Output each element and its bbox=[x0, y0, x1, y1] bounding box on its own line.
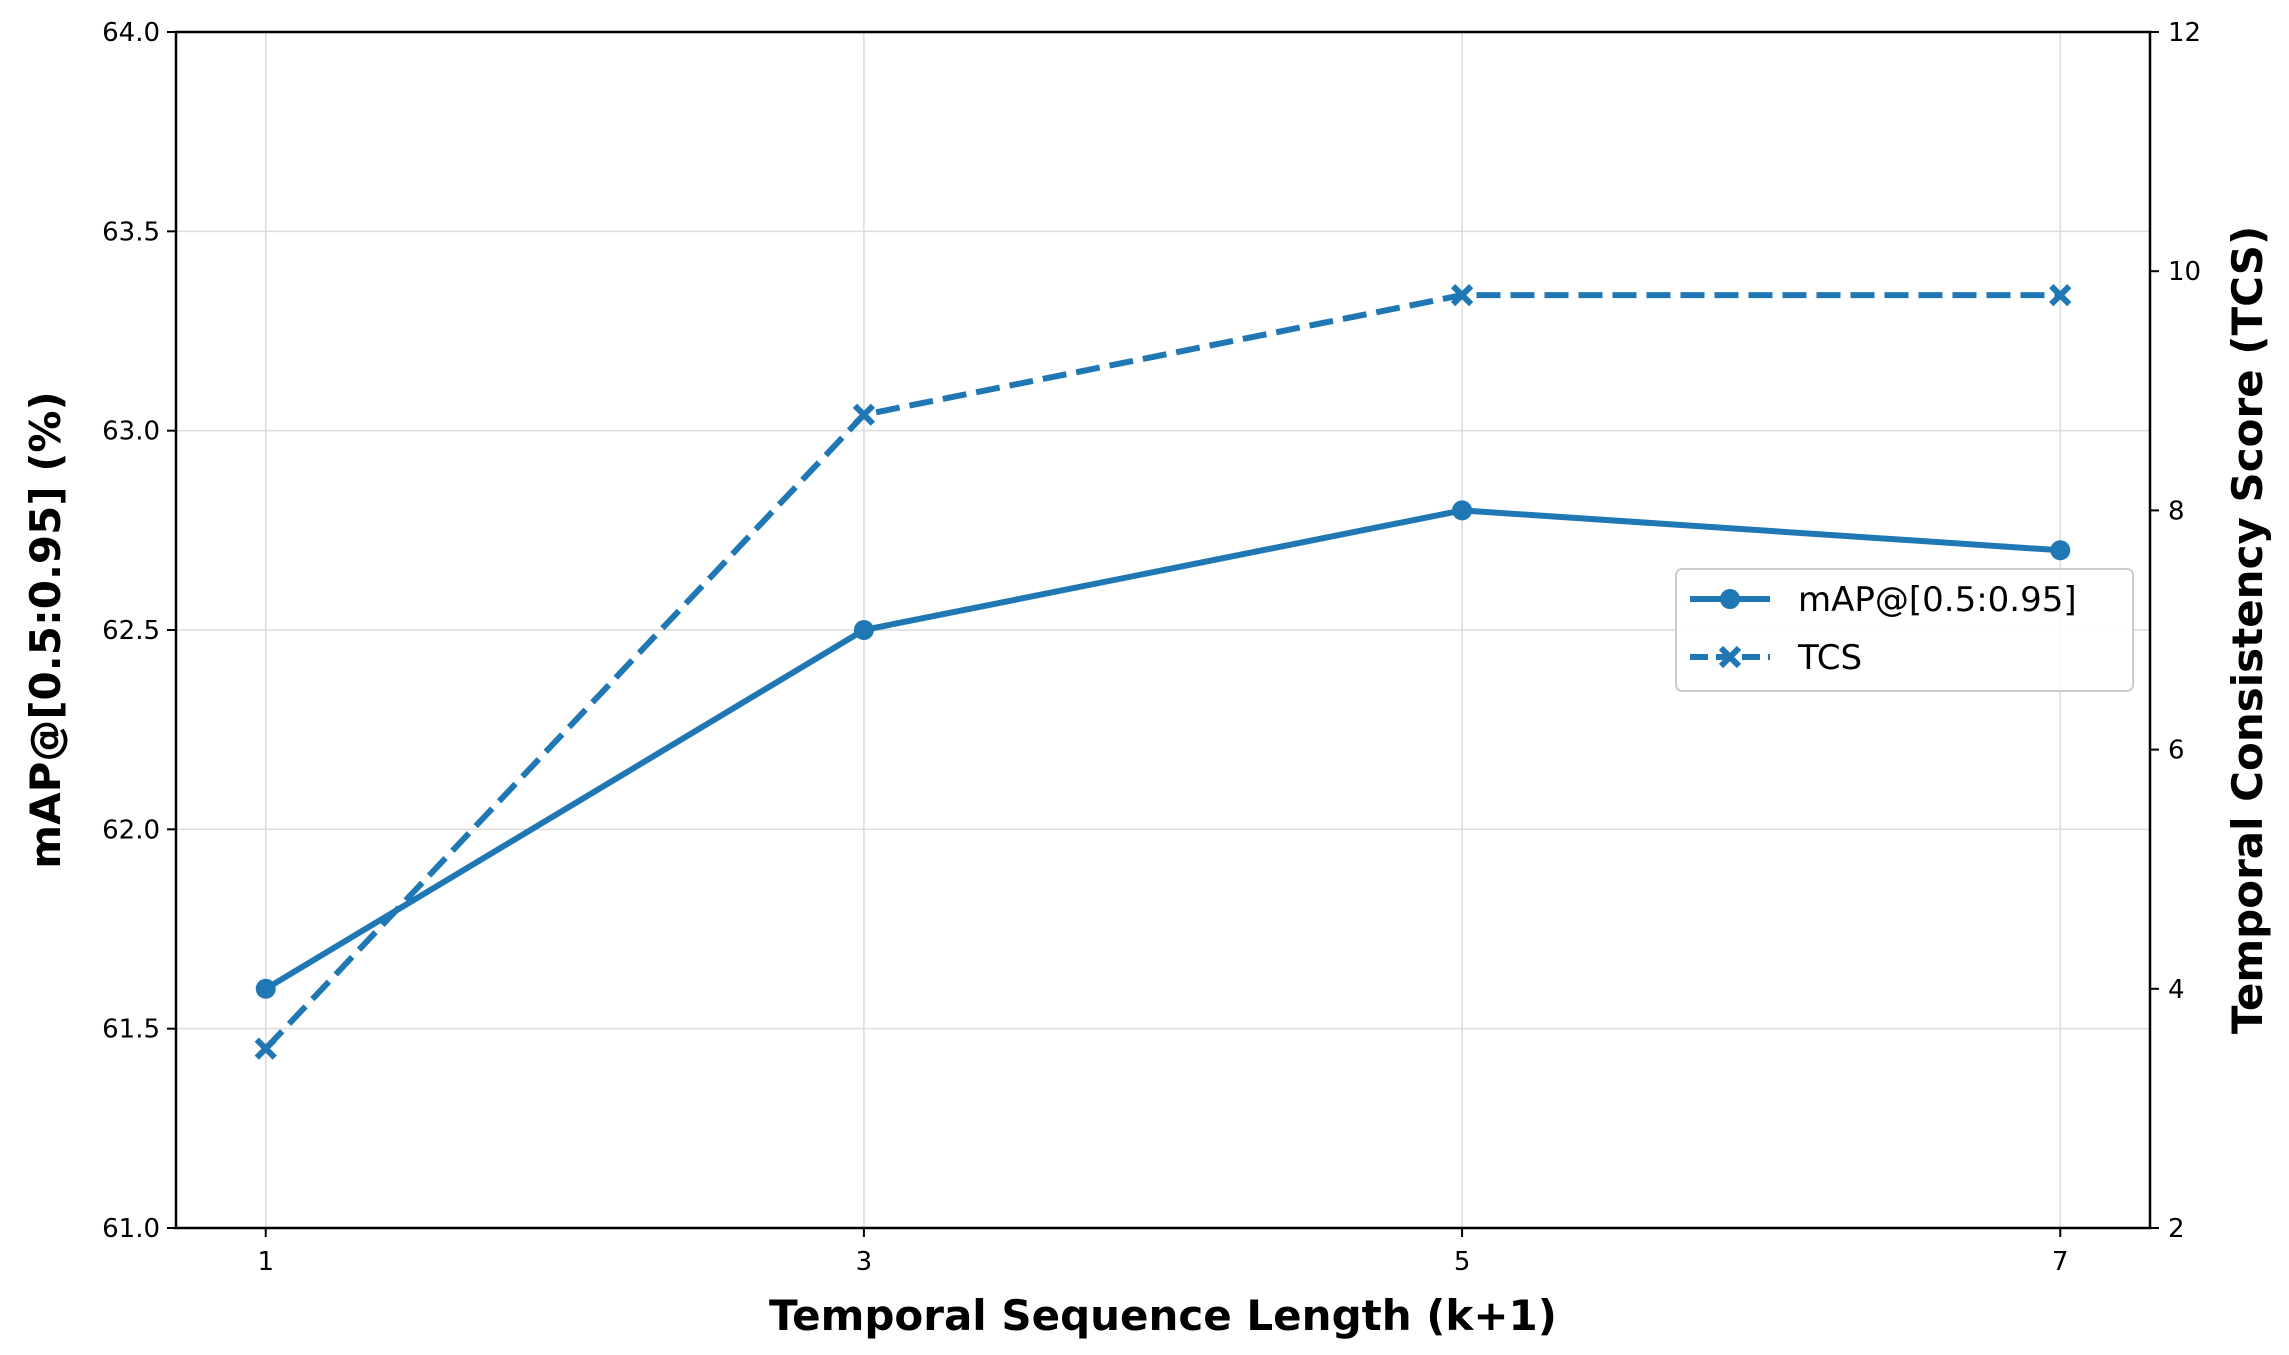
x-tick-label: 5 bbox=[1454, 1247, 1471, 1277]
left-y-tick-label: 62.5 bbox=[102, 616, 160, 646]
data-point-marker bbox=[1450, 283, 1474, 307]
data-point-marker bbox=[254, 1037, 277, 1060]
right-y-tick-label: 2 bbox=[2168, 1214, 2185, 1244]
legend: mAP@[0.5:0.95] TCS bbox=[1675, 568, 2134, 692]
left-y-tick-label: 63.0 bbox=[102, 417, 160, 447]
data-point-marker bbox=[255, 978, 276, 999]
x-tick-label: 1 bbox=[257, 1247, 274, 1277]
x-axis: 1 3 5 7 bbox=[257, 1228, 2069, 1277]
x-tick-label: 7 bbox=[2052, 1247, 2069, 1277]
series-line-1 bbox=[263, 292, 2061, 1051]
x-tick-label: 3 bbox=[856, 1247, 873, 1277]
left-y-tick-label: 63.5 bbox=[102, 217, 160, 247]
right-y-tick-label: 6 bbox=[2168, 736, 2185, 766]
legend-box bbox=[1675, 568, 2134, 692]
data-point-marker bbox=[852, 403, 876, 426]
right-y-axis-title: Temporal Consistency Score (TCS) bbox=[2223, 226, 2272, 1034]
left-y-axis-title: mAP@[0.5:0.95] (%) bbox=[21, 391, 70, 868]
left-y-axis: 61.0 61.5 62.0 62.5 63.0 63.5 64.0 bbox=[102, 18, 176, 1244]
left-y-tick-label: 61.5 bbox=[102, 1015, 160, 1045]
data-point-marker bbox=[2049, 283, 2072, 307]
right-y-tick-label: 10 bbox=[2168, 257, 2201, 287]
right-y-tick-label: 4 bbox=[2168, 975, 2185, 1005]
legend-label-1: TCS bbox=[1797, 638, 1862, 678]
data-point-marker bbox=[853, 620, 874, 640]
legend-label-0: mAP@[0.5:0.95] bbox=[1798, 580, 2077, 620]
left-y-tick-label: 64.0 bbox=[102, 18, 160, 48]
right-y-axis: 2 4 6 8 10 12 bbox=[2150, 18, 2201, 1244]
right-y-tick-label: 8 bbox=[2168, 496, 2185, 526]
series-line-0 bbox=[264, 507, 2061, 992]
legend-marker bbox=[1720, 589, 1740, 609]
legend-marker bbox=[1718, 645, 1742, 669]
right-y-tick-label: 12 bbox=[2168, 18, 2201, 48]
series-layer bbox=[254, 283, 2072, 1060]
data-point-marker bbox=[1452, 500, 1473, 521]
data-point-marker bbox=[2050, 540, 2071, 561]
x-axis-title: Temporal Sequence Length (k+1) bbox=[769, 1291, 1557, 1340]
left-y-tick-label: 61.0 bbox=[102, 1214, 160, 1244]
left-y-tick-label: 62.0 bbox=[102, 815, 160, 845]
